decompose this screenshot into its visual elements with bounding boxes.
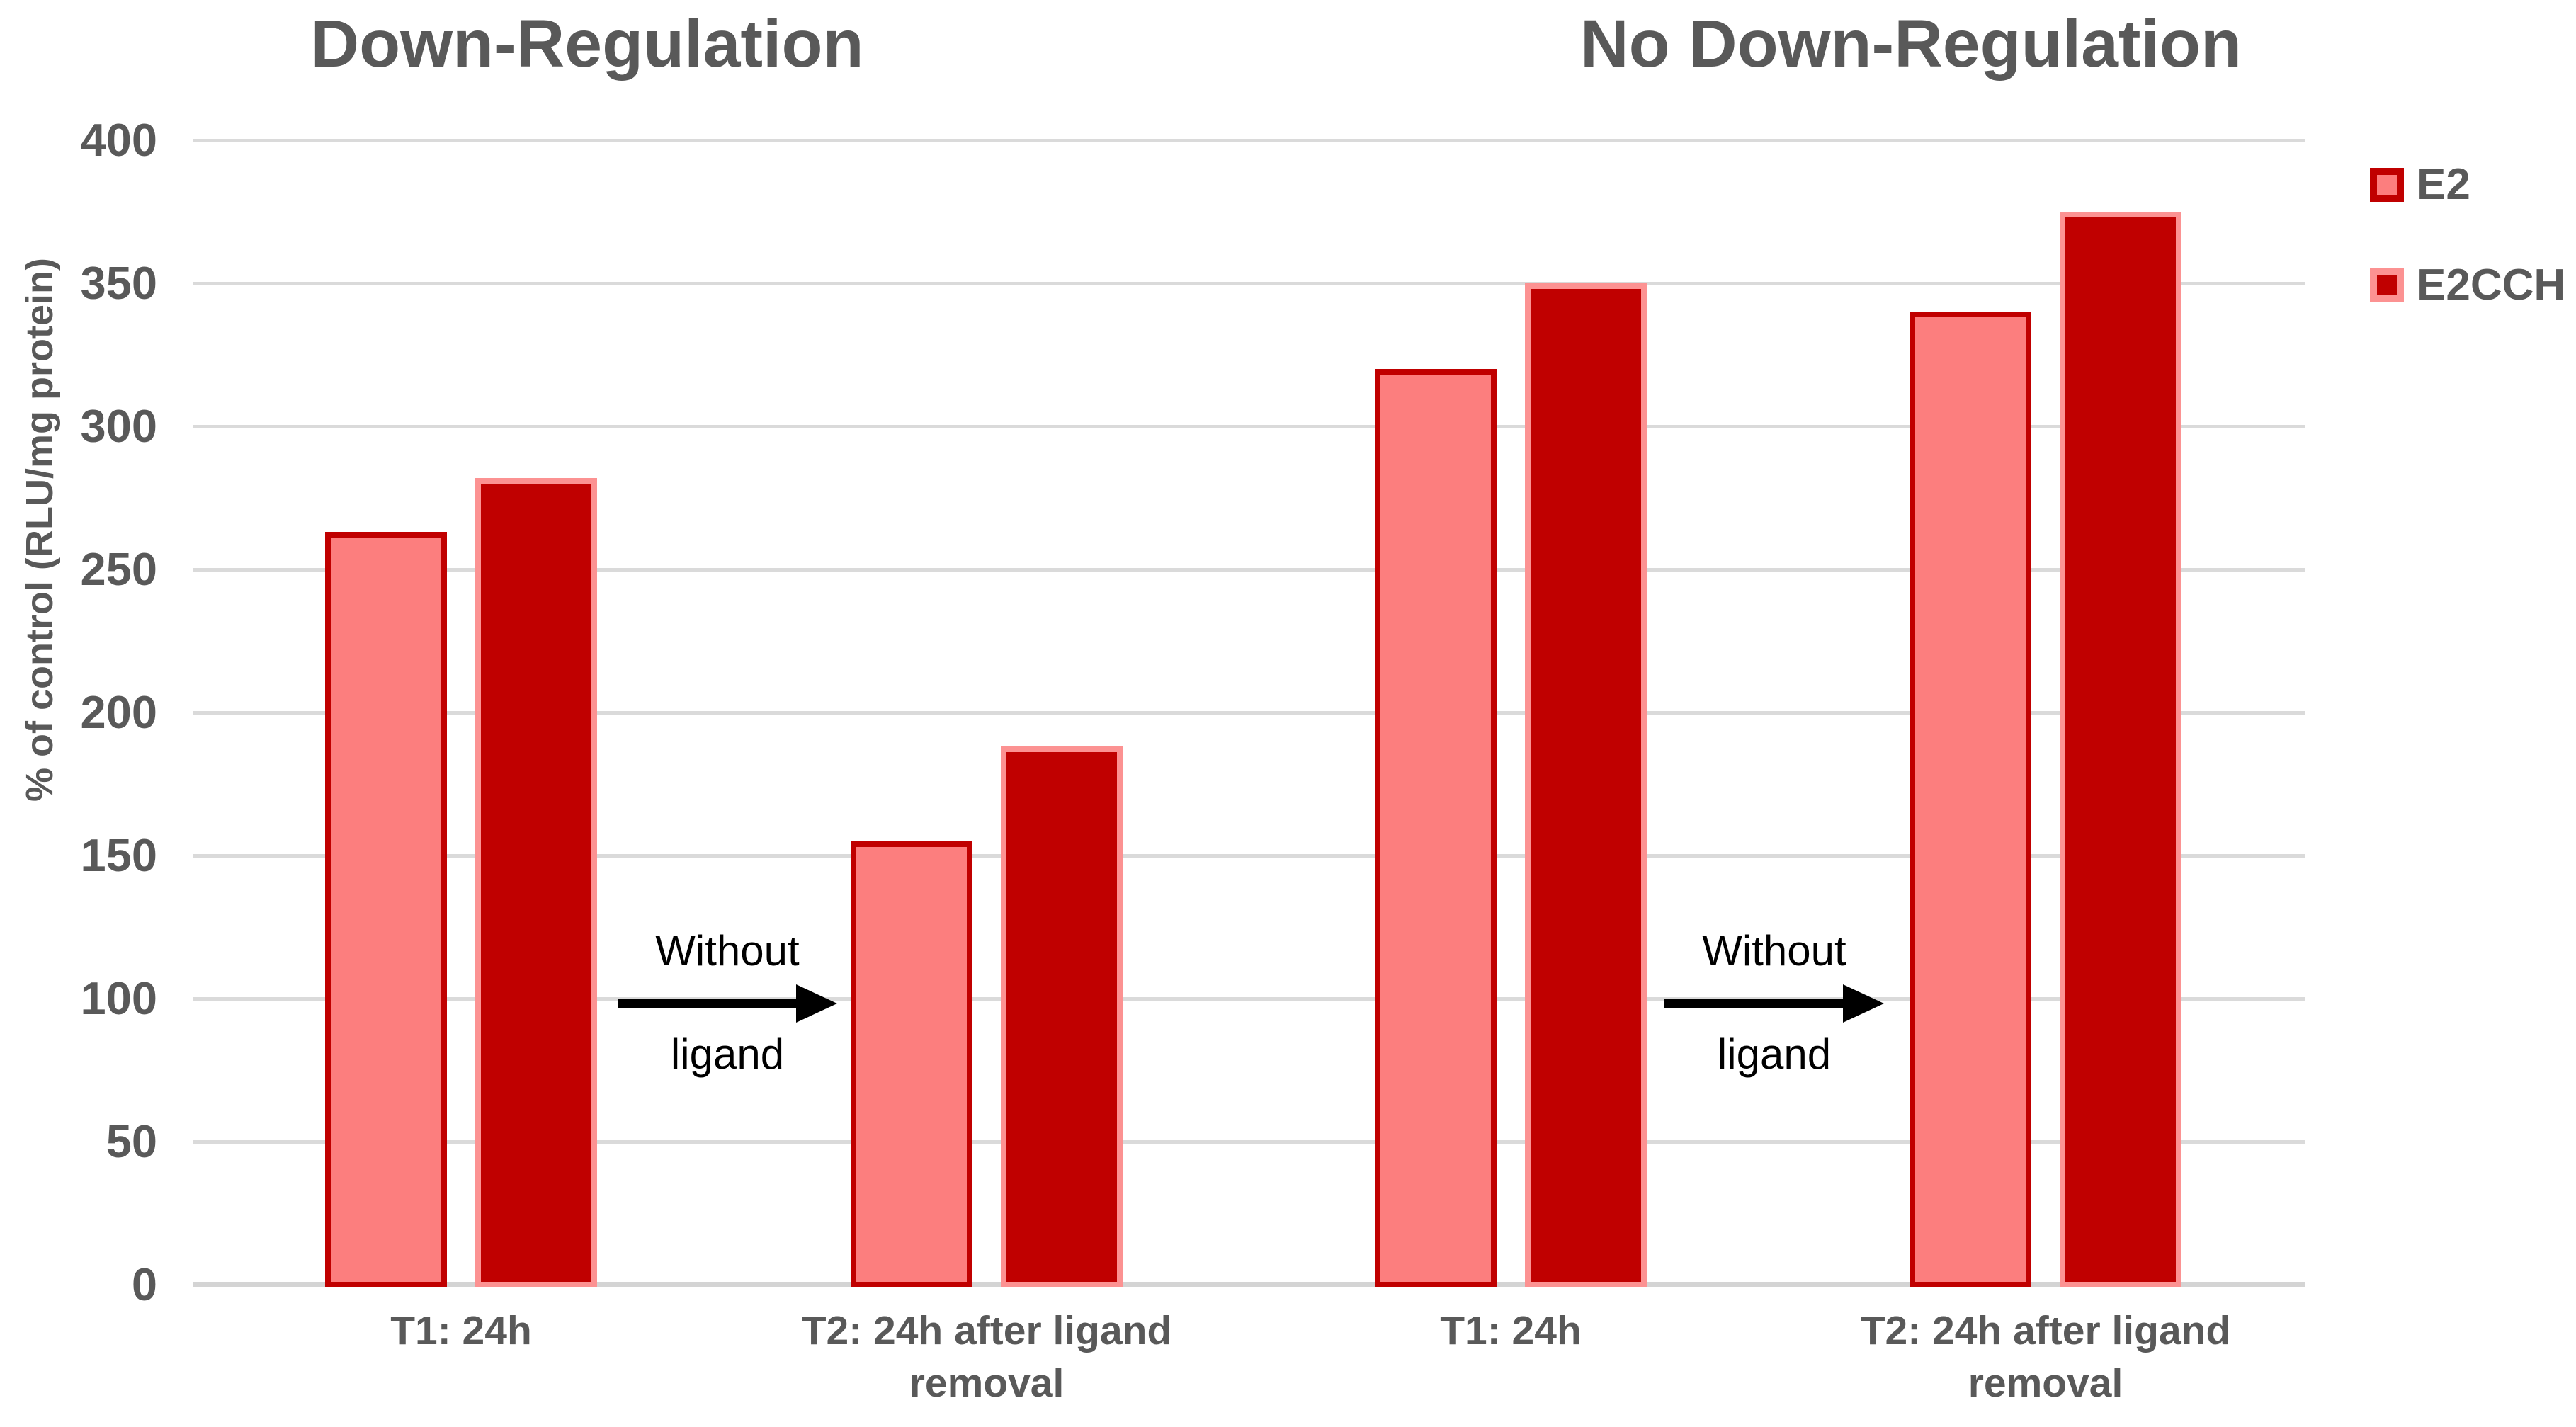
x-axis-baseline	[193, 1282, 2305, 1287]
arrow-shaft	[1664, 999, 1843, 1008]
legend-swatch-e2	[2370, 168, 2404, 202]
arrow-head	[796, 984, 837, 1023]
bar-e2cch-group-1	[475, 477, 597, 1287]
legend-item-e2cch: E2CCH	[2370, 263, 2565, 307]
legend-label-e2: E2	[2417, 160, 2470, 209]
gridline	[193, 711, 2305, 715]
gridline	[193, 854, 2305, 858]
gridline	[193, 568, 2305, 572]
x-axis-label: T1: 24h	[1440, 1308, 1582, 1353]
bar-e2-group-3	[1375, 369, 1497, 1287]
section-title-down-regulation: Down-Regulation	[310, 6, 864, 81]
x-axis-label: T2: 24h after ligand removal	[1860, 1308, 2231, 1406]
y-tick-label: 150	[80, 829, 157, 881]
bar-e2-group-4	[1910, 312, 2031, 1287]
right-arrow-icon	[1664, 984, 1884, 1023]
y-tick-label: 100	[80, 972, 157, 1024]
y-tick-label: 400	[80, 114, 157, 166]
annotation-without-ligand-left: Without ligand	[593, 919, 862, 1085]
annotation-line2: ligand	[670, 1030, 785, 1078]
legend-item-e2: E2	[2370, 163, 2565, 207]
right-arrow-icon	[618, 984, 837, 1023]
legend-swatch-e2cch	[2370, 268, 2404, 302]
y-tick-label: 250	[80, 543, 157, 595]
bar-e2-group-1	[325, 532, 447, 1287]
bar-e2cch-group-4	[2060, 212, 2181, 1287]
y-tick-label: 200	[80, 686, 157, 738]
legend: E2 E2CCH	[2370, 163, 2565, 307]
legend-label-e2cch: E2CCH	[2417, 261, 2566, 309]
y-tick-label: 50	[106, 1115, 157, 1167]
x-axis-label: T1: 24h	[390, 1308, 532, 1353]
gridline	[193, 997, 2305, 1001]
gridline	[193, 1140, 2305, 1144]
x-axis-label: T2: 24h after ligand removal	[801, 1308, 1172, 1406]
annotation-line1: Without	[1702, 927, 1846, 974]
arrow-head	[1843, 984, 1884, 1023]
annotation-without-ligand-right: Without ligand	[1640, 919, 1909, 1085]
y-tick-label: 0	[131, 1258, 157, 1310]
annotation-line2: ligand	[1717, 1030, 1832, 1078]
arrow-shaft	[618, 999, 796, 1008]
gridline	[193, 282, 2305, 285]
y-tick-label: 350	[80, 257, 157, 309]
y-tick-label: 300	[80, 400, 157, 452]
bar-e2cch-group-3	[1525, 283, 1647, 1287]
gridline	[193, 425, 2305, 428]
bar-e2-group-2	[851, 841, 972, 1287]
gridline	[193, 139, 2305, 142]
bar-e2cch-group-2	[1001, 746, 1123, 1287]
annotation-line1: Without	[655, 927, 800, 974]
section-title-no-down-regulation: No Down-Regulation	[1579, 6, 2242, 81]
